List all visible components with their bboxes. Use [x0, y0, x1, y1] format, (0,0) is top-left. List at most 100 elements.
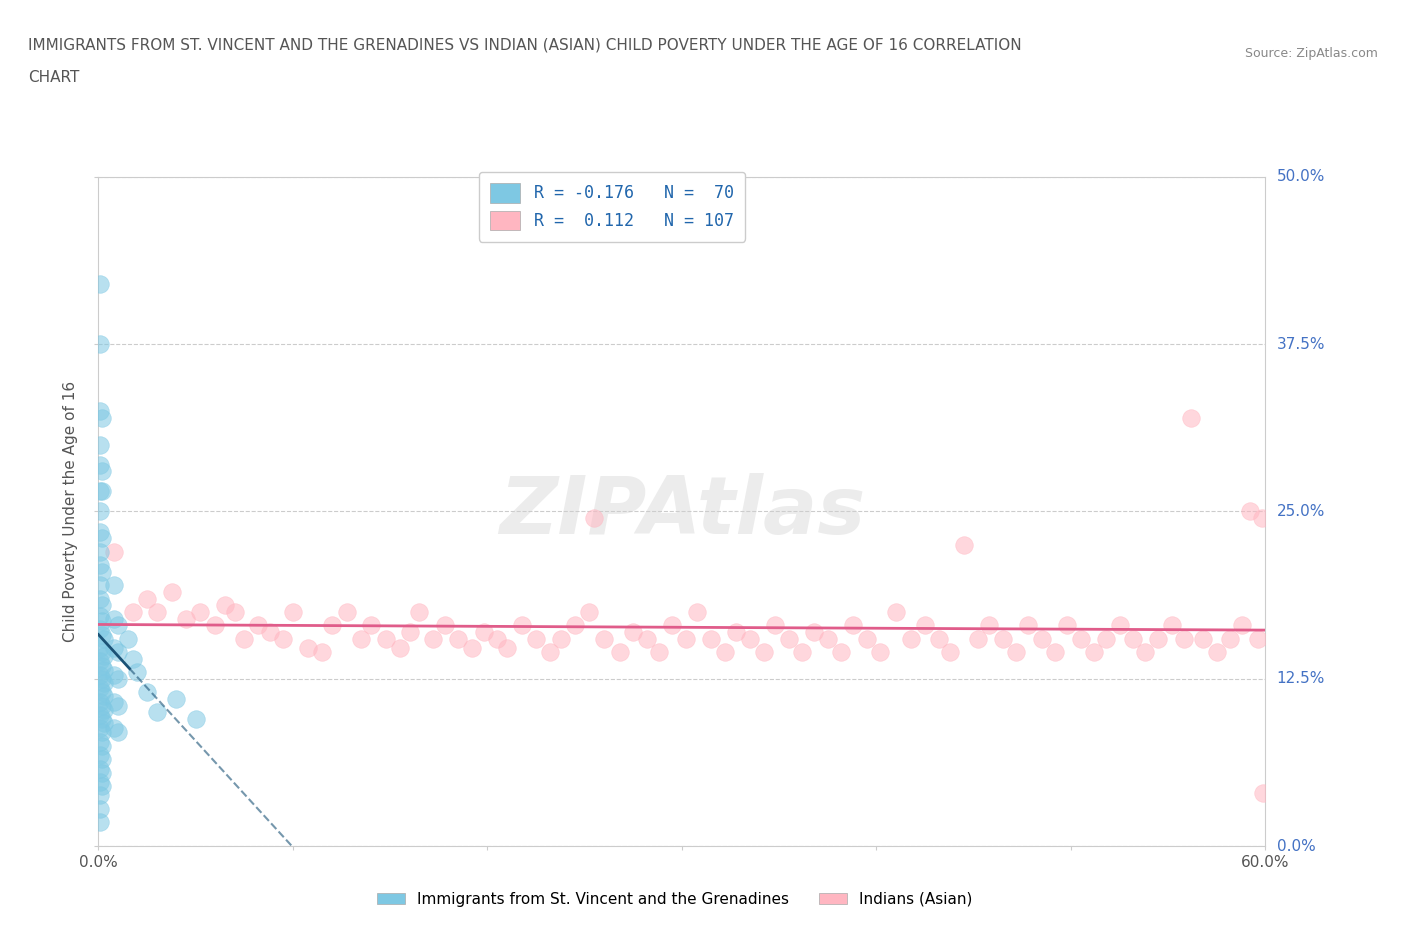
Point — [966, 631, 988, 646]
Legend: R = -0.176   N =  70, R =  0.112   N = 107: R = -0.176 N = 70, R = 0.112 N = 107 — [478, 172, 745, 242]
Point — [609, 644, 631, 659]
Point — [89, 404, 111, 418]
Point — [830, 644, 852, 659]
Point — [89, 504, 111, 519]
Point — [1056, 618, 1078, 632]
Point — [675, 631, 697, 646]
Point — [91, 565, 114, 579]
Point — [398, 625, 420, 640]
Point — [91, 671, 114, 686]
Point — [93, 716, 115, 731]
Point — [713, 644, 735, 659]
Point — [89, 484, 111, 498]
Point — [204, 618, 226, 632]
Point — [174, 611, 197, 626]
Point — [146, 604, 169, 619]
Point — [91, 778, 114, 793]
Point — [388, 641, 411, 656]
Point — [686, 604, 709, 619]
Text: Source: ZipAtlas.com: Source: ZipAtlas.com — [1244, 46, 1378, 60]
Point — [103, 578, 125, 592]
Point — [89, 641, 111, 656]
Point — [162, 584, 184, 599]
Point — [1070, 631, 1092, 646]
Point — [486, 631, 509, 646]
Point — [1045, 644, 1067, 659]
Point — [939, 644, 962, 659]
Point — [1147, 631, 1170, 646]
Point — [512, 618, 534, 632]
Point — [1250, 511, 1272, 525]
Point — [1253, 785, 1275, 800]
Point — [107, 698, 129, 713]
Point — [738, 631, 761, 646]
Point — [1005, 644, 1028, 659]
Point — [550, 631, 572, 646]
Point — [91, 658, 114, 673]
Point — [1122, 631, 1144, 646]
Point — [89, 721, 111, 736]
Point — [89, 654, 111, 669]
Point — [1219, 631, 1241, 646]
Point — [91, 484, 114, 498]
Point — [93, 662, 115, 677]
Point — [461, 641, 484, 656]
Point — [89, 694, 111, 709]
Point — [524, 631, 547, 646]
Point — [91, 711, 114, 726]
Point — [725, 625, 748, 640]
Point — [336, 604, 359, 619]
Point — [136, 591, 159, 606]
Point — [91, 627, 114, 642]
Point — [122, 604, 145, 619]
Point — [700, 631, 723, 646]
Text: IMMIGRANTS FROM ST. VINCENT AND THE GRENADINES VS INDIAN (ASIAN) CHILD POVERTY U: IMMIGRANTS FROM ST. VINCENT AND THE GREN… — [28, 37, 1022, 52]
Point — [89, 775, 111, 790]
Point — [89, 681, 111, 696]
Point — [472, 625, 495, 640]
Point — [246, 618, 269, 632]
Point — [103, 641, 125, 656]
Point — [1173, 631, 1195, 646]
Point — [259, 625, 281, 640]
Point — [89, 525, 111, 539]
Text: 12.5%: 12.5% — [1277, 671, 1324, 686]
Point — [89, 544, 111, 559]
Point — [122, 651, 145, 666]
Point — [817, 631, 839, 646]
Point — [91, 738, 114, 753]
Point — [447, 631, 470, 646]
Point — [91, 598, 114, 613]
Point — [350, 631, 373, 646]
Point — [89, 337, 111, 352]
Point — [107, 644, 129, 659]
Point — [103, 694, 125, 709]
Point — [89, 761, 111, 776]
Point — [91, 464, 114, 479]
Point — [1108, 618, 1130, 632]
Point — [979, 618, 1001, 632]
Point — [89, 788, 111, 803]
Point — [103, 544, 125, 559]
Point — [1205, 644, 1227, 659]
Point — [1230, 618, 1253, 632]
Point — [165, 692, 187, 707]
Point — [869, 644, 891, 659]
Point — [91, 684, 114, 699]
Point — [107, 671, 129, 686]
Point — [188, 604, 211, 619]
Point — [89, 748, 111, 763]
Point — [1083, 644, 1105, 659]
Point — [1180, 410, 1202, 425]
Point — [89, 622, 111, 637]
Point — [136, 684, 159, 699]
Point — [89, 458, 111, 472]
Point — [127, 665, 149, 680]
Point — [297, 641, 319, 656]
Point — [593, 631, 616, 646]
Point — [91, 614, 114, 629]
Point — [93, 702, 115, 717]
Point — [1031, 631, 1053, 646]
Point — [375, 631, 398, 646]
Point — [103, 721, 125, 736]
